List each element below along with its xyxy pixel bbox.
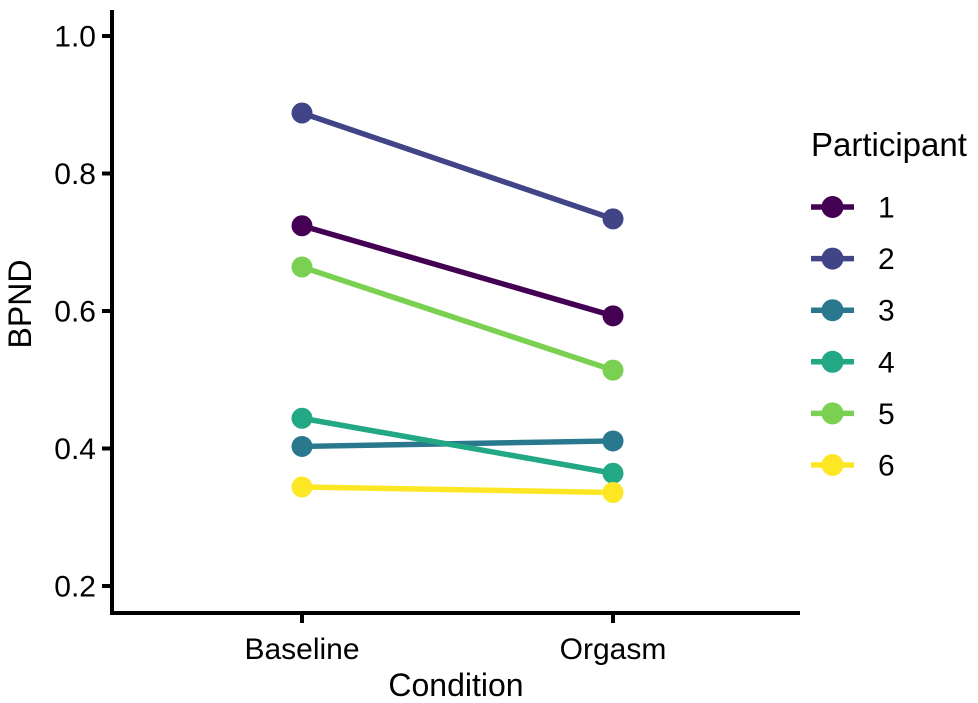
point-participant-2-baseline [291,102,313,124]
point-participant-6-orgasm [602,482,624,503]
axis-lines [110,10,800,615]
legend-key-point-6 [821,454,844,476]
x-tick-label-orgasm: Orgasm [560,633,667,666]
y-tick-label: 1.0 [54,21,96,54]
point-participant-5-orgasm [602,359,624,381]
series-participant-2 [291,102,624,230]
line-participant-2 [301,110,614,222]
line-participant-4 [301,415,614,476]
legend-key-point-2 [821,247,844,270]
line-participant-5 [301,264,614,373]
line-participant-6 [301,484,614,496]
legend-key-point-3 [821,299,844,322]
point-participant-2-orgasm [602,208,624,230]
point-participant-1-orgasm [602,305,624,327]
legend-entry-1: 1 [811,192,895,225]
point-participant-6-baseline [291,476,313,498]
legend-label-3: 3 [878,295,895,328]
point-participant-4-orgasm [602,462,624,484]
legend-entry-3: 3 [811,295,895,328]
legend-label-1: 1 [878,192,895,225]
legend-key-point-5 [821,402,844,425]
legend-label-2: 2 [878,243,895,276]
legend-key-point-1 [821,196,844,218]
legend-label-4: 4 [878,346,895,379]
series-participant-1 [291,215,624,327]
legend-entry-6: 6 [811,450,895,483]
x-axis-title: Condition [388,667,523,703]
legend-entry-2: 2 [811,243,895,276]
y-tick-label: 0.8 [54,158,96,191]
point-participant-3-orgasm [602,430,624,452]
legend-label-6: 6 [878,450,895,483]
plot-area: 0.2 0.4 0.6 0.8 1.0 Baseline Orgasm [54,10,800,666]
legend-title: Participant [811,126,967,163]
legend-key-point-4 [821,350,844,373]
y-tick-label: 0.4 [54,433,96,466]
point-participant-3-baseline [291,435,313,457]
point-participant-4-baseline [291,407,313,429]
legend-entry-5: 5 [811,398,895,431]
y-tick-label: 0.2 [54,571,96,604]
legend: 1 2 3 4 5 6 [811,192,895,483]
line-participant-1 [301,223,614,319]
point-participant-1-baseline [291,215,313,237]
y-axis-title: BPND [2,260,38,349]
legend-entry-4: 4 [811,346,895,379]
series-participant-6 [291,476,624,503]
series-participant-5 [291,256,624,381]
legend-label-5: 5 [878,398,895,431]
point-participant-5-baseline [291,256,313,278]
series-participant-4 [291,407,624,484]
y-tick-label: 0.6 [54,296,96,329]
x-tick-label-baseline: Baseline [244,633,359,666]
